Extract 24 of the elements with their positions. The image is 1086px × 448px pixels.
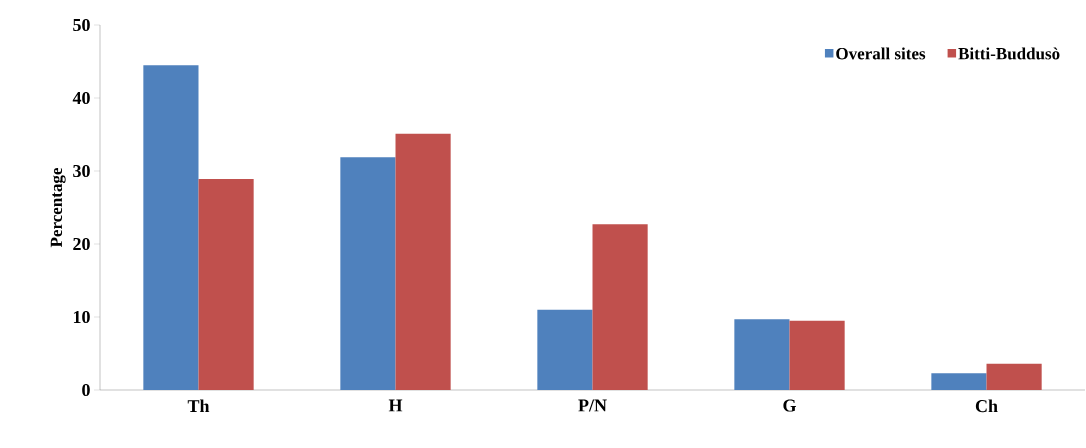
bar — [340, 157, 396, 390]
y-tick-label: 40 — [72, 91, 90, 105]
bar — [395, 133, 451, 390]
bar — [143, 65, 199, 390]
x-tick-label: G — [783, 399, 797, 412]
y-tick-label: 30 — [73, 164, 90, 178]
bar — [734, 319, 790, 390]
bar — [198, 179, 254, 390]
bar — [931, 373, 987, 390]
x-tick-label: P/N — [578, 399, 607, 412]
x-tick-label: H — [388, 399, 403, 412]
bar — [592, 224, 648, 390]
bar — [789, 320, 845, 390]
y-tick-label: 50 — [73, 18, 90, 32]
legend-label: Overall sites — [836, 47, 926, 60]
y-tick-label: 0 — [82, 383, 90, 397]
bar — [986, 363, 1042, 390]
y-tick-label: 10 — [73, 310, 90, 324]
x-tick-label: Th — [187, 399, 210, 412]
legend-label: Bitti-Buddusò — [958, 47, 1060, 60]
bar — [537, 309, 593, 390]
y-tick-label: 20 — [73, 237, 90, 251]
x-tick-label: Ch — [975, 399, 998, 413]
y-axis-title: Percentage — [50, 167, 66, 248]
